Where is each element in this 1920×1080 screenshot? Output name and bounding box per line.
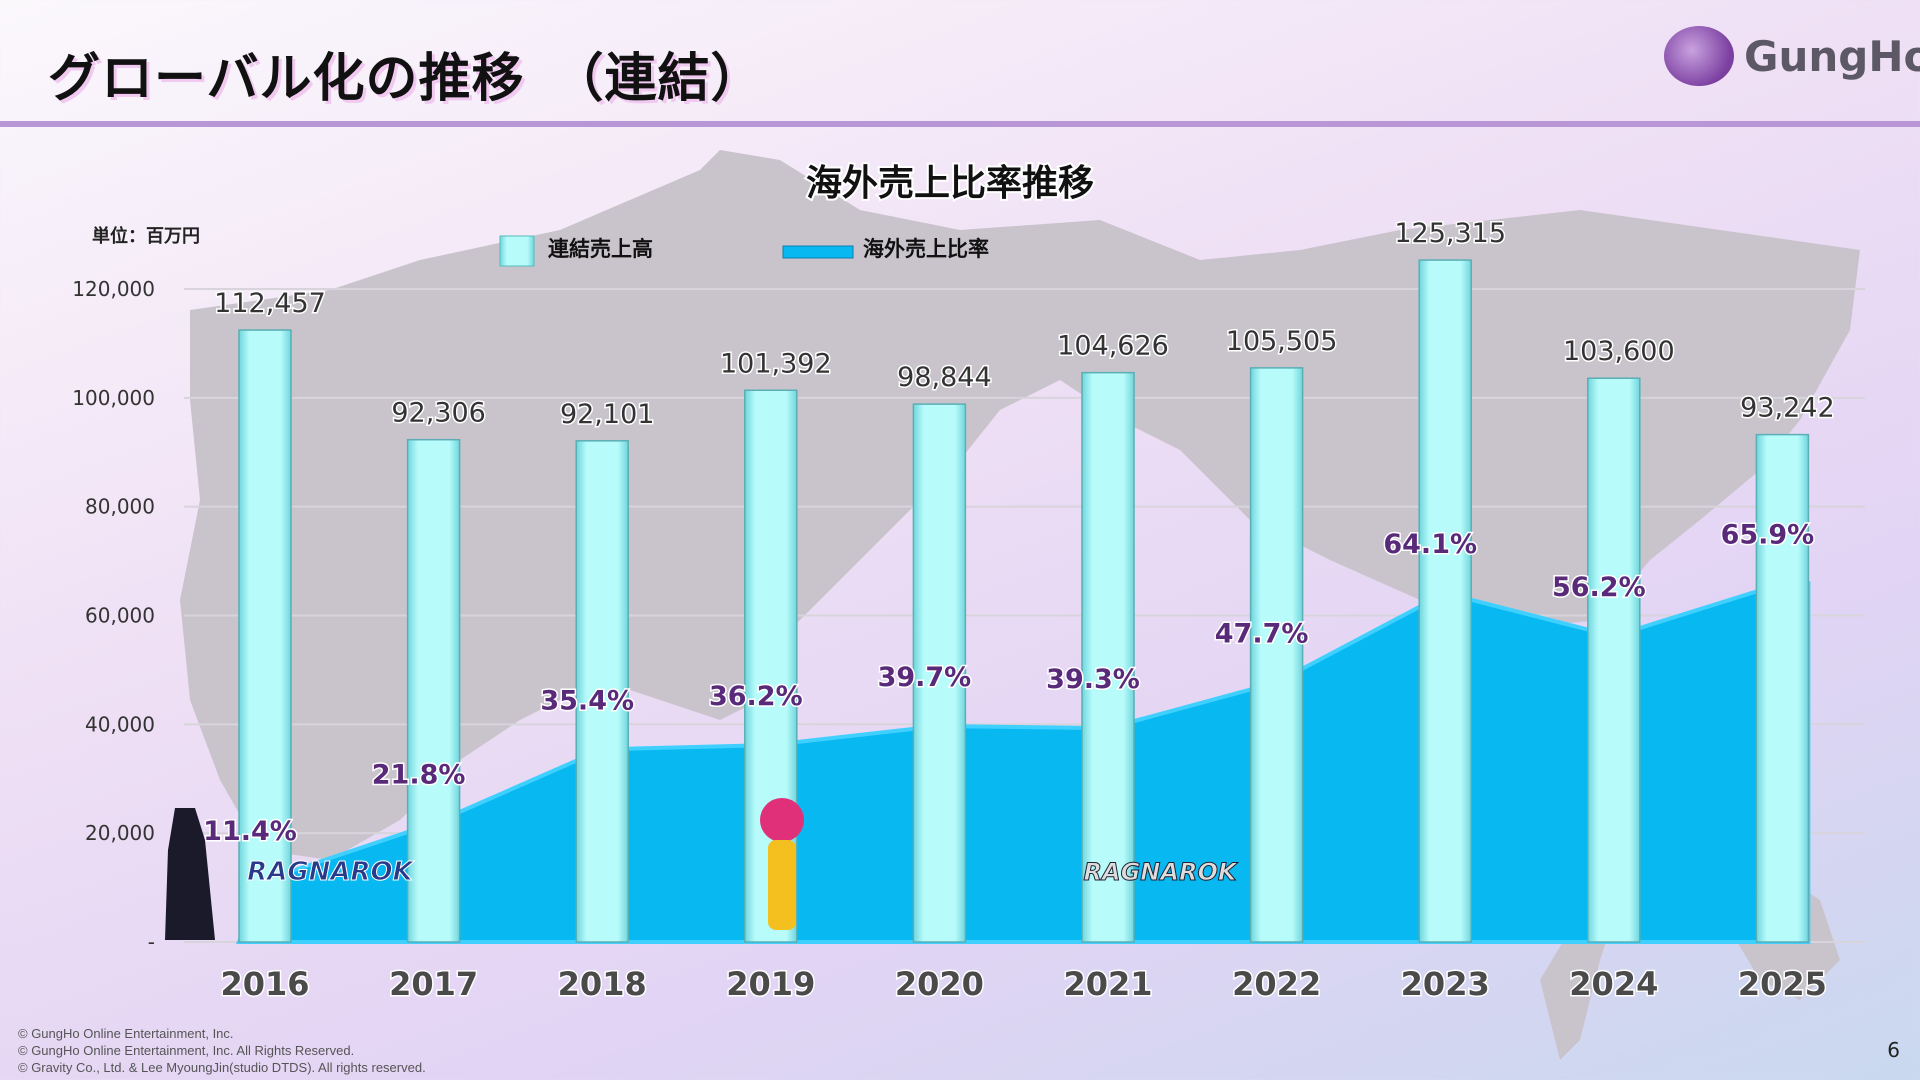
sales-bar [1249, 367, 1304, 943]
header-divider [0, 121, 1920, 127]
y-tick-label: 120,000 [72, 277, 155, 301]
sales-value-label: 92,101 [560, 399, 654, 430]
sales-bar [1755, 433, 1810, 943]
y-tick-label: 80,000 [85, 495, 155, 519]
sales-value-label: 112,457 [214, 288, 326, 319]
copyright-line: © Gravity Co., Ltd. & Lee MyoungJin(stud… [18, 1060, 426, 1075]
copyright-footer: © GungHo Online Entertainment, Inc. © Gu… [18, 1025, 426, 1076]
x-tick-label: 2017 [389, 965, 478, 1003]
ratio-value-label: 35.4% [540, 685, 634, 716]
x-tick-label: 2024 [1569, 965, 1658, 1003]
sales-value-label: 98,844 [897, 362, 991, 393]
y-tick-label: 20,000 [85, 821, 155, 845]
copyright-line: © GungHo Online Entertainment, Inc. [18, 1026, 234, 1041]
x-tick-label: 2023 [1401, 965, 1490, 1003]
character-illustrations: RAGNAROK RAGNAROK [165, 798, 1239, 940]
sales-bar [238, 329, 292, 943]
legend-area-label: 海外売上比率 [863, 237, 989, 261]
sales-value-label: 101,392 [720, 348, 832, 379]
legend-bar-swatch [499, 235, 535, 267]
y-tick-label: - [148, 930, 155, 954]
x-tick-label: 2021 [1063, 965, 1152, 1003]
y-tick-label: 60,000 [85, 604, 155, 628]
ratio-value-label: 36.2% [709, 681, 803, 712]
gungho-logo: GungHo [1664, 26, 1920, 86]
sales-bar [575, 440, 629, 943]
ratio-value-label: 65.9% [1721, 519, 1815, 550]
ratio-value-label: 11.4% [203, 816, 297, 847]
x-tick-label: 2019 [726, 965, 815, 1003]
ratio-value-label: 39.3% [1046, 664, 1140, 695]
sales-value-label: 104,626 [1057, 331, 1169, 362]
y-tick-label: 40,000 [85, 712, 155, 736]
x-tick-label: 2016 [220, 965, 309, 1003]
page-number: 6 [1887, 1038, 1900, 1062]
legend-area-swatch [782, 245, 854, 259]
page-title: グローバル化の推移 （連結） [48, 49, 764, 109]
character-girl-illustration [760, 798, 804, 842]
character-reaper-illustration [165, 808, 215, 940]
legend-bar-label: 連結売上高 [548, 237, 653, 261]
sales-value-label: 93,242 [1740, 393, 1834, 424]
sales-bar [1418, 259, 1472, 943]
ragnarok-origin-logo: RAGNAROK [1084, 858, 1239, 886]
sales-bar [912, 403, 967, 943]
gungho-logo-mark-icon [1664, 26, 1734, 86]
sales-value-label: 92,306 [391, 398, 485, 429]
unit-label: 単位：百万円 [92, 225, 200, 247]
ratio-value-label: 39.7% [878, 662, 972, 693]
chart-title: 海外売上比率推移 [806, 163, 1094, 204]
sales-value-label: 125,315 [1394, 218, 1506, 249]
y-tick-label: 100,000 [72, 386, 155, 410]
copyright-line: © GungHo Online Entertainment, Inc. All … [18, 1043, 355, 1058]
sales-value-label: 103,600 [1563, 336, 1675, 367]
ratio-value-label: 56.2% [1552, 572, 1646, 603]
ratio-value-label: 21.8% [372, 759, 466, 790]
x-tick-label: 2018 [558, 965, 647, 1003]
gungho-logo-text: GungHo [1744, 31, 1920, 81]
sales-bar [406, 438, 461, 943]
sales-bar [1587, 377, 1641, 943]
legend: 連結売上高 海外売上比率 [499, 235, 989, 267]
sales-bar [1081, 371, 1135, 943]
ragnarok-m-logo: RAGNAROK [247, 857, 414, 887]
x-tick-label: 2022 [1232, 965, 1321, 1003]
x-tick-label: 2025 [1738, 965, 1827, 1003]
ratio-value-label: 64.1% [1383, 529, 1477, 560]
sales-value-label: 105,505 [1226, 326, 1338, 357]
ratio-value-label: 47.7% [1215, 618, 1309, 649]
x-tick-label: 2020 [895, 965, 984, 1003]
